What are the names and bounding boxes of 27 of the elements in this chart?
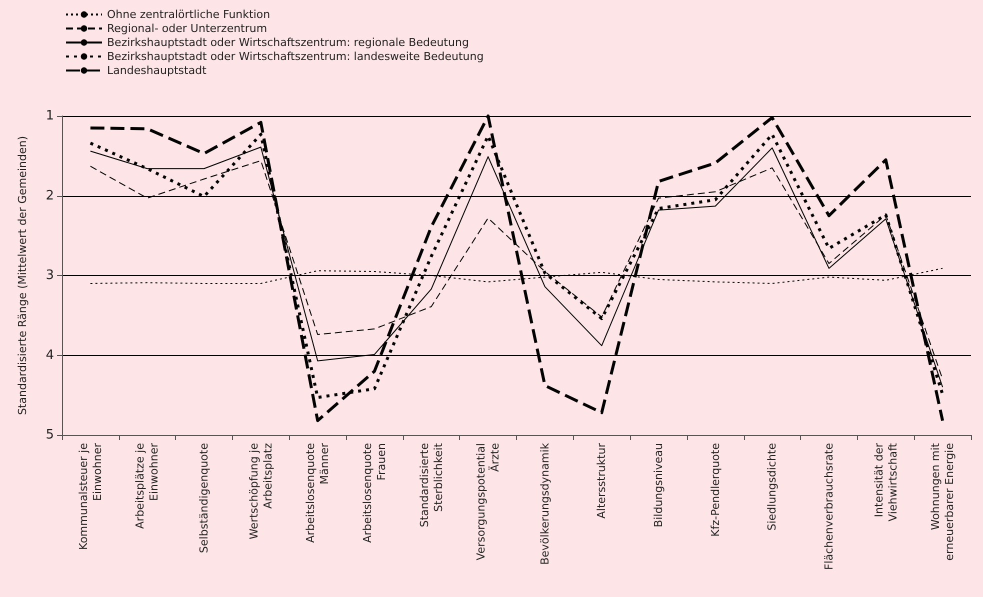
x-tick-label: Kfz-Pendlerquote [708, 442, 722, 537]
y-tick-label: 1 [46, 108, 54, 124]
y-tick-label: 2 [46, 188, 54, 204]
legend-label: Landeshauptstadt [107, 64, 208, 77]
y-axis-title: Standardisierte Ränge (Mittelwert der Gemeinden) [16, 136, 29, 416]
legend-label: Ohne zentralörtliche Funktion [107, 8, 270, 21]
x-tick-label: Altersstruktur [595, 442, 608, 519]
x-tick-label: Selbständigenquote [198, 442, 211, 554]
x-tick-label: Wohnungen mit erneuerbarer Energie [929, 442, 956, 561]
x-tick-label: Standardisierte Sterblichkeit [418, 442, 445, 528]
legend-label: Bezirkshauptstadt oder Wirtschaftszentrum: landesweite Bedeutung [107, 50, 484, 63]
x-tick-label: Kommunalsteuer je Einwohner [76, 442, 104, 550]
legend-label: Regional- oder Unterzentrum [107, 22, 268, 35]
x-tick-label: Versorgungspotential Ärzte [474, 442, 502, 560]
x-tick-label: Intensität der Viehwirtschaft [872, 442, 900, 522]
x-tick-label: Wertschöpfung je Arbeitsplatz [247, 442, 274, 540]
x-tick-label: Flächenverbrauchsrate [822, 442, 836, 570]
x-tick-label: Bildungsniveau [652, 443, 666, 528]
x-tick-label: Siedlungsdichte [766, 442, 779, 531]
x-tick-label: Arbeitsplätze je Einwohner [134, 442, 161, 529]
y-tick-label: 3 [46, 268, 54, 283]
legend-label: Bezirkshauptstadt oder Wirtschaftszentrum: regionale Bedeutung [107, 36, 469, 49]
y-tick-label: 4 [46, 348, 54, 363]
x-tick-label: Bevölkerungsdynamik [538, 442, 552, 565]
y-tick-label: 5 [46, 428, 54, 442]
x-tick-label: Arbeitslosenquote Frauen [360, 442, 388, 543]
x-tick-label: Arbeitslosenquote Männer [304, 442, 332, 543]
